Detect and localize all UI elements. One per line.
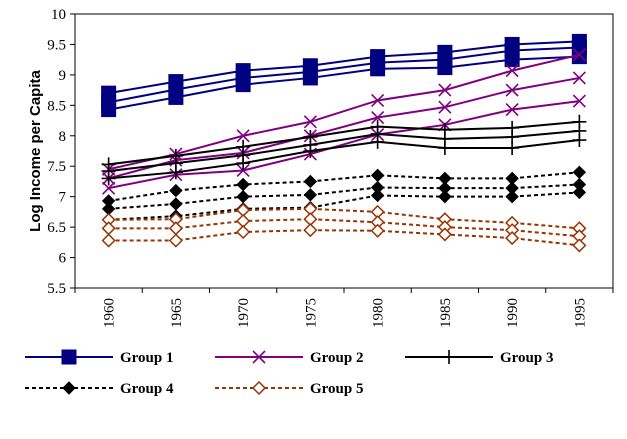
y-tick-label: 10 xyxy=(51,7,66,23)
group-4-data-point xyxy=(505,189,519,204)
group-5-data-point xyxy=(437,227,452,242)
group-3-data-point xyxy=(505,140,520,155)
group-5-series-line xyxy=(108,218,580,238)
group-1-data-point xyxy=(101,102,117,118)
y-tick-label: 7 xyxy=(59,190,67,206)
group-3-series-line xyxy=(108,129,580,173)
y-tick-label: 6 xyxy=(59,251,67,267)
x-tick-label: 1970 xyxy=(236,298,252,328)
group-3-data-point xyxy=(370,134,385,149)
legend-group-4-label: Group 4 xyxy=(120,381,174,397)
group-5-data-point xyxy=(101,233,116,248)
legend-group-1-label: Group 1 xyxy=(120,350,174,366)
y-tick-label: 6.5 xyxy=(47,220,66,236)
group-5-data-point xyxy=(303,223,318,238)
group-1-series-line xyxy=(108,55,580,111)
legend-group-5-label: Group 5 xyxy=(310,381,364,397)
group-4-data-point xyxy=(572,185,587,200)
group-5-series-line xyxy=(108,229,580,247)
x-tick-label: 1975 xyxy=(303,298,319,328)
y-tick-label: 5.5 xyxy=(47,281,66,297)
group-4-data-point xyxy=(370,188,385,203)
group-3-data-point xyxy=(236,156,251,171)
group-2-data-point xyxy=(303,115,317,129)
group-2-data-point xyxy=(505,83,519,97)
group-2-data-point xyxy=(236,129,250,143)
group-4-data-point xyxy=(236,177,250,192)
group-5-data-point xyxy=(236,224,251,240)
plot-area xyxy=(74,13,614,289)
group-1-data-point xyxy=(302,70,318,86)
x-tick-label: 1960 xyxy=(102,298,118,328)
y-tick-label: 9 xyxy=(59,68,67,84)
group-1-data-point xyxy=(504,52,520,68)
group-5-series-line xyxy=(108,207,580,230)
x-tick-label: 1980 xyxy=(371,298,387,328)
group-4-data-point xyxy=(572,165,587,180)
group-2-series-line xyxy=(108,76,580,180)
legend-group-1-marker xyxy=(61,349,77,365)
group-2-data-point xyxy=(236,163,250,178)
group-2-data-point xyxy=(371,110,385,125)
group-1-series-line xyxy=(108,40,580,95)
group-4-data-point xyxy=(370,168,385,183)
group-5-data-point xyxy=(168,221,183,236)
legend-group-4-marker xyxy=(62,381,76,395)
group-5-data-point xyxy=(101,221,116,236)
group-1-data-point xyxy=(168,89,184,105)
y-tick-label: 8 xyxy=(59,129,67,145)
group-4-data-point xyxy=(169,183,183,198)
group-2-data-point xyxy=(371,93,385,108)
group-2-data-point xyxy=(505,103,519,117)
legend-group-3-label: Group 3 xyxy=(500,350,554,366)
group-1-series-line xyxy=(108,46,580,104)
x-tick-label: 1965 xyxy=(169,298,185,328)
group-5-data-point xyxy=(505,231,520,246)
y-tick-label: 7.5 xyxy=(47,159,66,175)
group-4-data-point xyxy=(236,189,250,204)
group-3-data-point xyxy=(101,171,116,186)
group-2-data-point xyxy=(102,181,116,195)
group-3-series-line xyxy=(108,139,580,180)
group-2-data-point xyxy=(572,71,586,85)
group-1-data-point xyxy=(235,77,251,93)
group-1-data-point xyxy=(370,61,386,77)
x-tick-label: 1995 xyxy=(572,298,588,328)
group-3-data-point xyxy=(168,165,183,180)
group-4-data-point xyxy=(438,189,452,204)
legend-group-5-marker xyxy=(251,380,267,396)
y-tick-label: 8.5 xyxy=(47,98,66,114)
group-2-data-point xyxy=(505,64,519,78)
group-3-data-point xyxy=(303,144,318,158)
group-2-series-line xyxy=(108,100,580,190)
legend-group-2-marker xyxy=(252,350,266,364)
group-4-series-line xyxy=(108,191,580,221)
x-tick-label: 1985 xyxy=(438,298,454,328)
group-2-data-point xyxy=(438,83,452,97)
group-4-data-point xyxy=(303,174,318,189)
group-5-data-point xyxy=(168,233,183,248)
group-3-series-line xyxy=(108,120,580,166)
group-2-data-point xyxy=(572,94,586,108)
group-2-series-line xyxy=(108,53,580,171)
group-4-data-point xyxy=(169,197,183,211)
group-4-data-point xyxy=(303,188,318,202)
group-2-data-point xyxy=(438,100,452,114)
group-1-data-point xyxy=(437,60,453,76)
group-4-series-line xyxy=(108,171,580,202)
group-4-series-line xyxy=(108,183,580,210)
y-tick-label: 9.5 xyxy=(47,37,66,53)
group-3-data-point xyxy=(572,133,587,148)
legend-group-3-marker xyxy=(442,350,456,364)
y-axis-title: Log Income per Capita xyxy=(27,70,44,232)
group-5-data-point xyxy=(370,223,385,238)
group-3-data-point xyxy=(437,140,452,155)
group-5-data-point xyxy=(572,238,587,253)
group-2-data-point xyxy=(572,48,586,62)
legend-group-2-label: Group 2 xyxy=(310,350,364,366)
x-tick-label: 1990 xyxy=(505,298,521,328)
